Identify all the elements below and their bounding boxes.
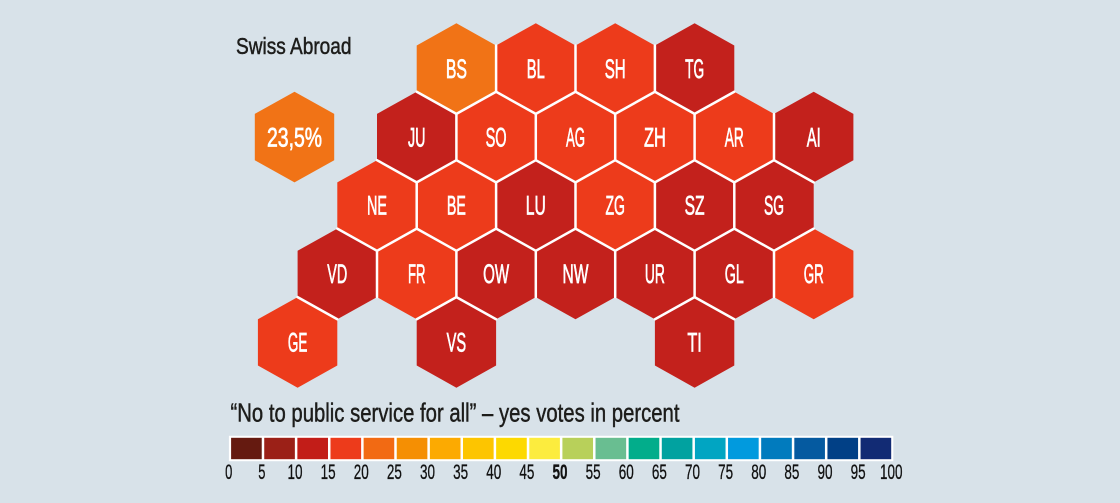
svg-text:TI: TI (687, 328, 702, 358)
svg-text:60: 60 (619, 461, 634, 484)
svg-text:AG: AG (566, 122, 585, 152)
svg-text:75: 75 (718, 461, 733, 484)
svg-text:VS: VS (447, 328, 467, 358)
svg-text:NE: NE (367, 191, 387, 221)
svg-text:GL: GL (725, 259, 744, 289)
svg-text:55: 55 (586, 461, 601, 484)
svg-text:VD: VD (327, 259, 347, 289)
svg-text:SG: SG (764, 191, 784, 221)
svg-text:OW: OW (483, 259, 510, 289)
svg-text:15: 15 (321, 461, 336, 484)
svg-text:“No to public service for all”: “No to public service for all” – yes vot… (231, 399, 680, 427)
svg-text:35: 35 (453, 461, 468, 484)
svg-text:SO: SO (486, 122, 507, 152)
svg-text:ZG: ZG (605, 191, 625, 221)
svg-text:40: 40 (486, 461, 501, 484)
svg-text:ZH: ZH (644, 122, 666, 152)
svg-text:65: 65 (652, 461, 667, 484)
svg-text:20: 20 (354, 461, 369, 484)
svg-text:BS: BS (446, 54, 467, 84)
svg-text:LU: LU (526, 191, 546, 221)
svg-text:23,5%: 23,5% (267, 122, 322, 152)
svg-text:Swiss Abroad: Swiss Abroad (236, 33, 352, 59)
svg-text:AR: AR (725, 122, 744, 152)
svg-text:100: 100 (880, 461, 903, 484)
svg-text:90: 90 (818, 461, 833, 484)
svg-text:FR: FR (408, 259, 426, 289)
svg-text:5: 5 (258, 461, 265, 484)
svg-text:GR: GR (804, 259, 824, 289)
svg-text:JU: JU (408, 122, 426, 152)
svg-text:10: 10 (287, 461, 302, 484)
svg-text:0: 0 (225, 461, 232, 484)
svg-text:SZ: SZ (685, 191, 705, 221)
svg-text:BL: BL (527, 54, 545, 84)
svg-text:TG: TG (685, 54, 704, 84)
svg-text:80: 80 (751, 461, 766, 484)
svg-text:50: 50 (553, 461, 568, 484)
svg-text:BE: BE (447, 191, 466, 221)
svg-text:NW: NW (563, 259, 590, 289)
svg-text:45: 45 (519, 461, 534, 484)
svg-text:UR: UR (645, 259, 665, 289)
svg-text:GE: GE (288, 328, 308, 358)
svg-text:85: 85 (784, 461, 799, 484)
svg-text:95: 95 (851, 461, 866, 484)
svg-text:30: 30 (420, 461, 435, 484)
svg-text:25: 25 (387, 461, 402, 484)
svg-text:70: 70 (685, 461, 700, 484)
svg-text:AI: AI (807, 122, 821, 152)
svg-text:SH: SH (605, 54, 626, 84)
